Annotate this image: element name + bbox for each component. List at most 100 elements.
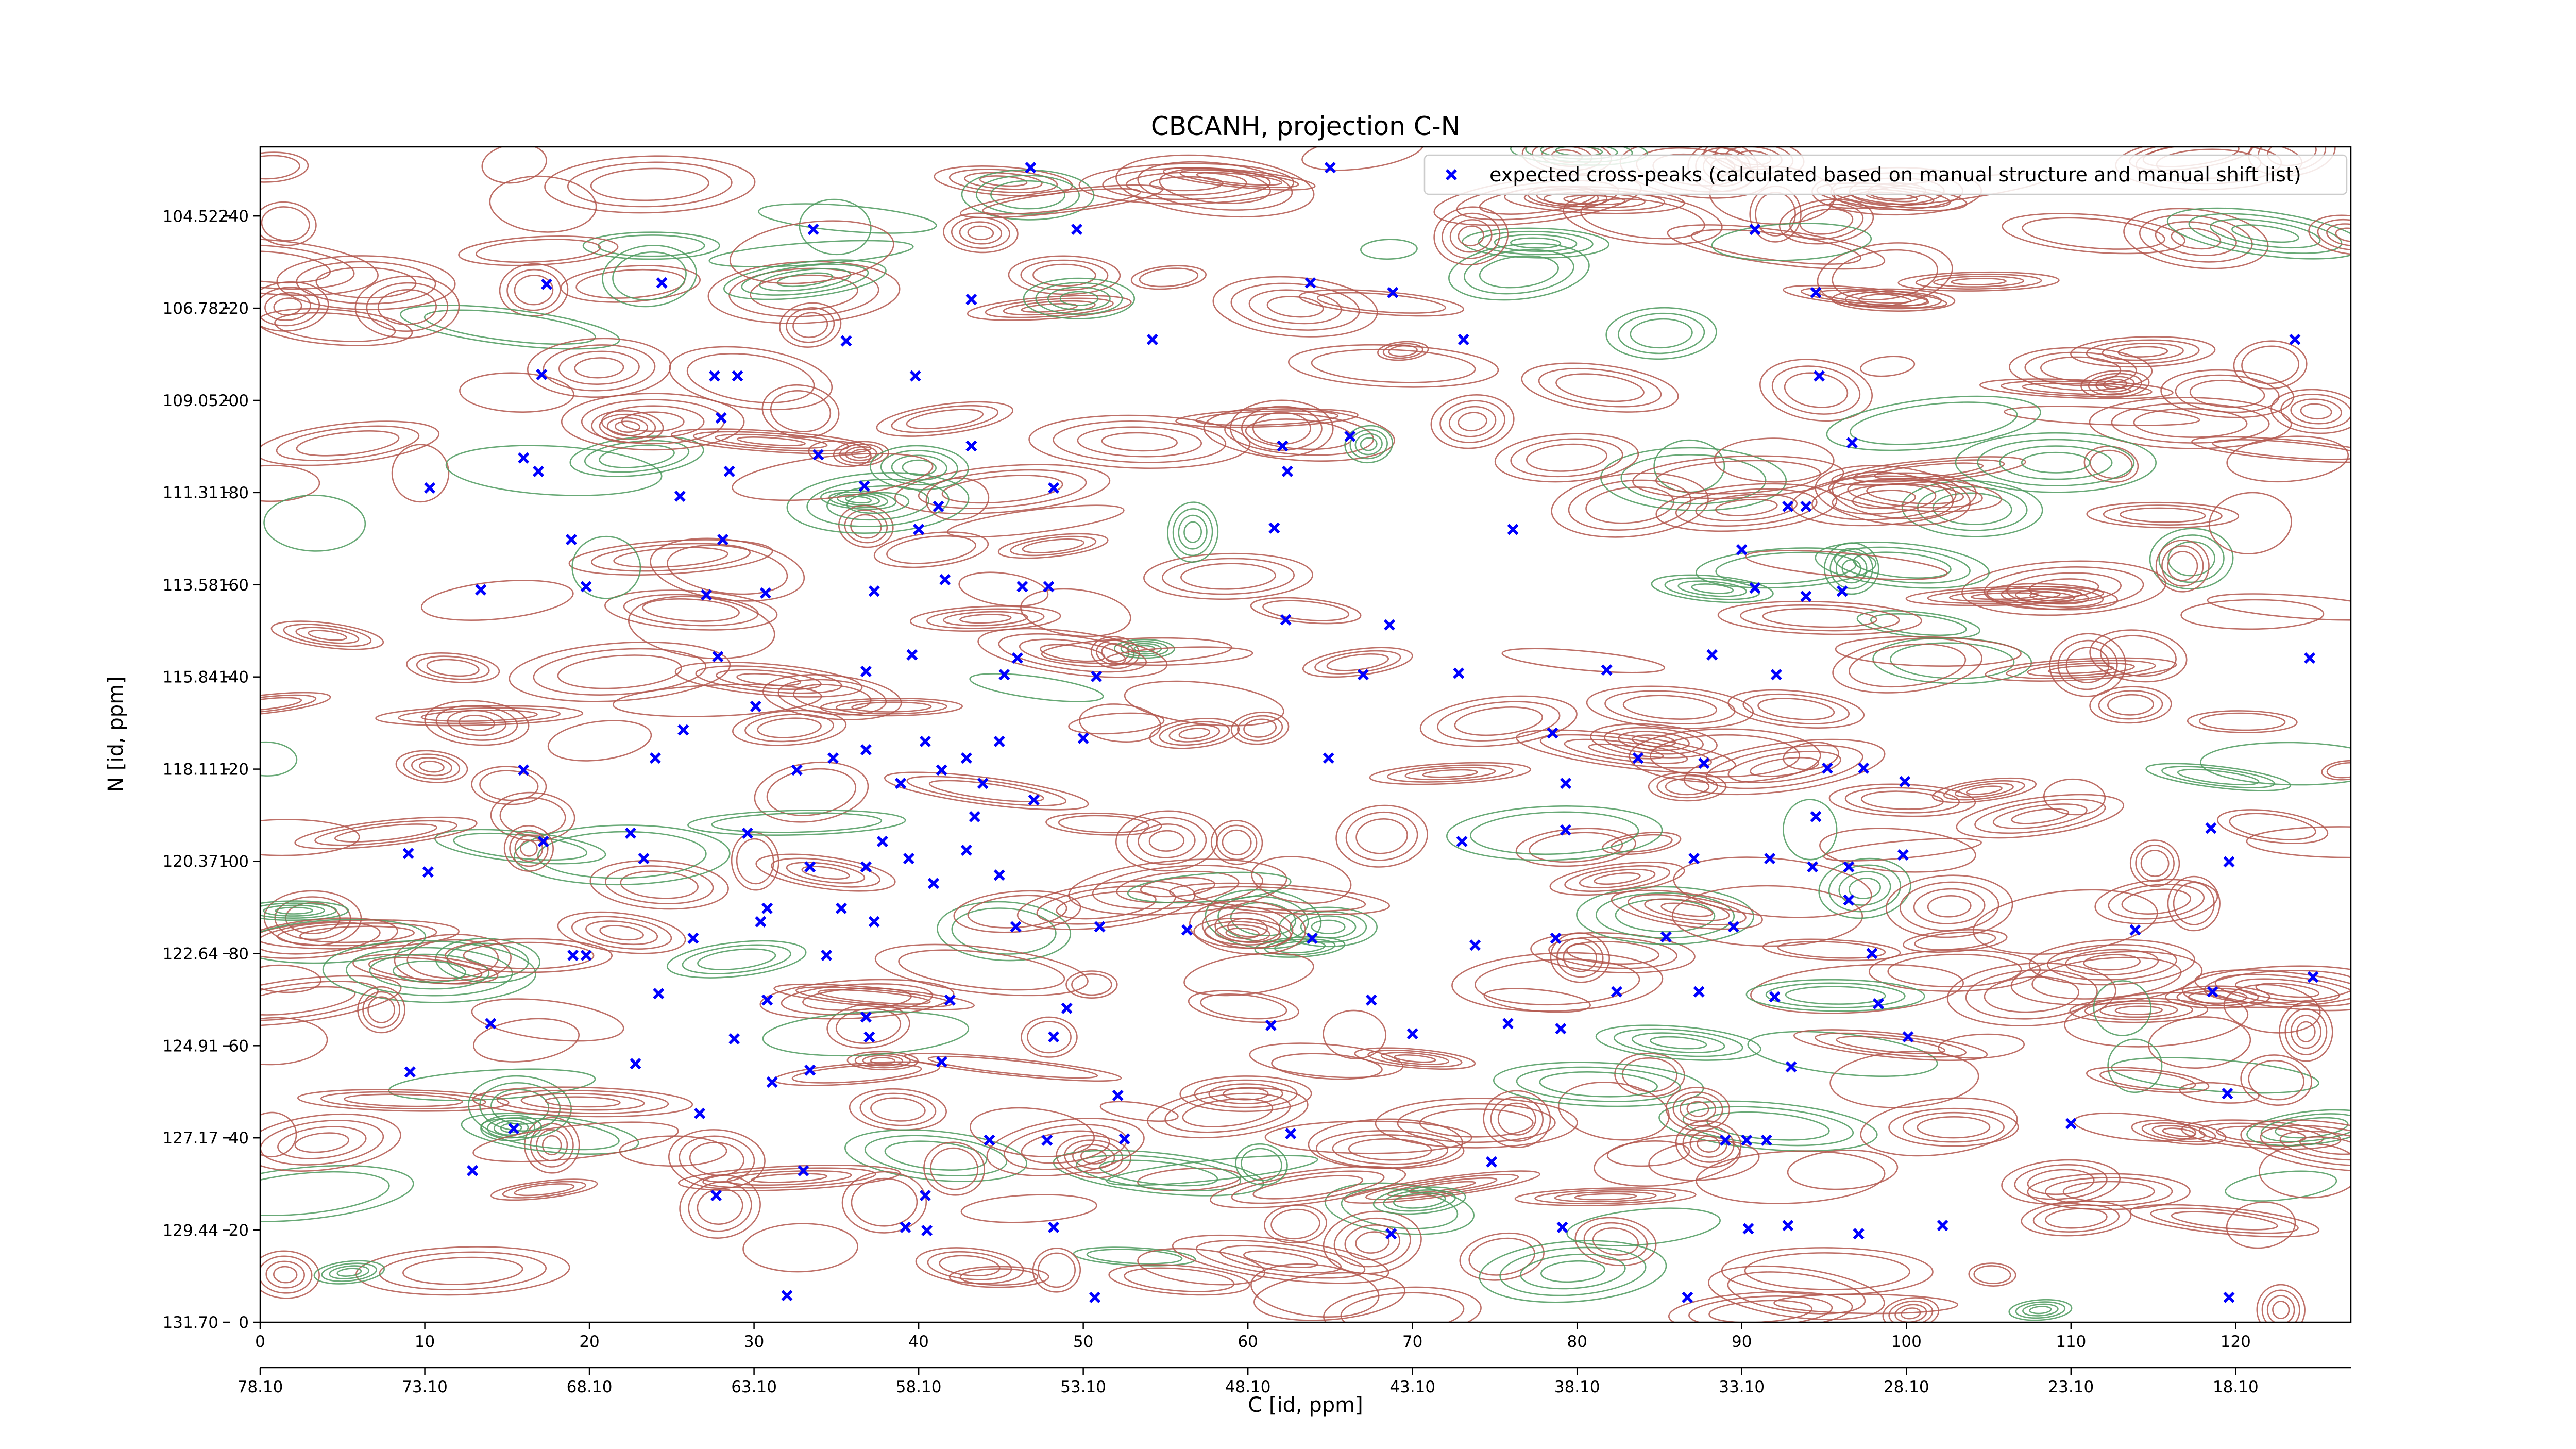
contour-line xyxy=(786,307,835,343)
contour-line xyxy=(667,544,788,595)
cross-peak xyxy=(1846,437,1858,449)
contour-line xyxy=(1311,919,1346,935)
contour-line xyxy=(260,1113,401,1172)
contour-line xyxy=(1203,407,1395,462)
contour-line xyxy=(1404,767,1496,781)
cross-peak xyxy=(960,752,972,764)
cross-peak xyxy=(2289,333,2301,345)
cross-peak xyxy=(1357,669,1369,681)
contour-line xyxy=(1530,932,1696,974)
contour-line xyxy=(1167,501,1219,563)
contour-line xyxy=(1183,952,1314,997)
cross-peak xyxy=(677,724,689,736)
contour-line xyxy=(476,239,601,263)
contour-line xyxy=(1386,764,1514,783)
cross-peak xyxy=(1682,1291,1693,1303)
contour-line xyxy=(886,535,976,564)
cross-peak xyxy=(2207,986,2218,998)
contour-line xyxy=(669,346,833,411)
contour-line xyxy=(894,464,1111,515)
y-tick-label: 80 xyxy=(229,945,249,963)
contour-line xyxy=(2032,1204,2120,1233)
contour-line xyxy=(1538,367,1662,408)
contour-line xyxy=(1691,583,1734,594)
contour-line xyxy=(1972,889,2158,955)
contour-line xyxy=(1954,783,2014,798)
contour-line xyxy=(2240,1054,2313,1106)
contour-line xyxy=(2182,965,2351,1008)
cross-peak xyxy=(518,764,530,776)
contour-line xyxy=(2160,369,2294,418)
contour-line xyxy=(1148,830,1185,852)
y2-tick-label: 124.91 xyxy=(163,1037,218,1056)
contour-line xyxy=(1354,433,1383,456)
contour-line xyxy=(260,151,309,183)
contour-line xyxy=(569,435,704,477)
cross-peak xyxy=(1785,1061,1797,1073)
x-tick-label: 20 xyxy=(579,1333,599,1351)
cross-peak xyxy=(1077,732,1089,744)
contour-line xyxy=(1253,1272,1405,1321)
contour-line xyxy=(1264,1120,1472,1154)
contour-line xyxy=(923,1141,986,1196)
contour-line xyxy=(1451,952,1664,1012)
contour-line xyxy=(874,943,1089,997)
contour-line xyxy=(1126,172,1247,196)
contour-line xyxy=(1433,206,1509,266)
contour-line xyxy=(766,768,857,816)
contour-line xyxy=(779,302,842,348)
contour-line xyxy=(2001,586,2104,608)
contour-line xyxy=(1605,307,1717,360)
contour-line xyxy=(1665,778,1710,796)
contour-line xyxy=(1056,890,1157,920)
contour-line xyxy=(458,235,619,266)
contour-line xyxy=(1023,277,1136,319)
x2-tick-label: 58.10 xyxy=(896,1378,942,1396)
cross-peak xyxy=(1782,500,1794,512)
y2-tick-label: 109.05 xyxy=(163,392,218,410)
contour-line xyxy=(2233,340,2308,390)
cross-peak xyxy=(1858,762,1870,774)
contour-line xyxy=(679,1174,761,1239)
contour-line xyxy=(2006,660,2156,680)
cross-peak xyxy=(1324,162,1336,174)
contour-line xyxy=(367,996,395,1023)
contour-line xyxy=(502,1181,586,1199)
cross-peak xyxy=(1736,544,1748,555)
contour-line xyxy=(1583,1222,1648,1261)
contour-line xyxy=(1823,837,1982,862)
contour-line xyxy=(275,906,313,915)
contour-line xyxy=(377,289,437,325)
contour-line xyxy=(906,776,1067,806)
contour-line xyxy=(1188,990,1299,1023)
contour-line xyxy=(362,991,400,1029)
contour-line xyxy=(884,771,1089,811)
contour-line xyxy=(2167,551,2198,581)
y2-tick-label: 118.11 xyxy=(163,761,218,779)
cross-peak xyxy=(624,827,636,839)
contour-line xyxy=(1850,401,2018,445)
contour-line xyxy=(1834,546,1971,584)
cross-peak xyxy=(700,589,712,601)
contour-line xyxy=(1219,1245,1342,1274)
contour-line xyxy=(2047,665,2114,675)
contour-line xyxy=(599,413,656,440)
contour-line xyxy=(1650,1036,1707,1050)
contour-line xyxy=(1230,399,1334,457)
contour-line xyxy=(1594,872,1641,885)
contour-line xyxy=(1130,265,1207,290)
contour-line xyxy=(2021,1200,2132,1237)
cross-peak xyxy=(1764,853,1776,865)
contour-line xyxy=(2151,1125,2206,1140)
contour-line xyxy=(1815,541,1990,589)
contour-line xyxy=(1059,291,1099,306)
contour-line xyxy=(1613,1028,1743,1057)
contour-line xyxy=(585,920,658,946)
contour-line xyxy=(2015,588,2090,605)
contour-line xyxy=(1080,1149,1107,1165)
contour-line xyxy=(970,1107,1095,1157)
contour-line xyxy=(406,652,500,683)
x2-tick-label: 23.10 xyxy=(2048,1378,2094,1396)
contour-line xyxy=(990,180,1065,210)
contour-line xyxy=(260,986,356,1016)
